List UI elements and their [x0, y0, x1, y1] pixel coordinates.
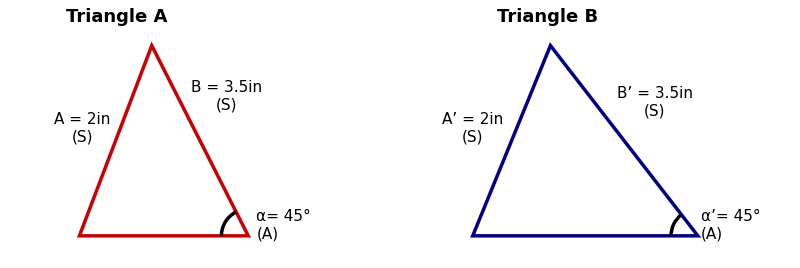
Text: B = 3.5in
(S): B = 3.5in (S)	[191, 80, 262, 113]
Text: α= 45°
(A): α= 45° (A)	[256, 209, 311, 241]
Text: B’ = 3.5in
(S): B’ = 3.5in (S)	[617, 86, 693, 118]
Text: A’ = 2in
(S): A’ = 2in (S)	[442, 113, 503, 145]
Text: Triangle A: Triangle A	[66, 8, 167, 26]
Text: Triangle B: Triangle B	[497, 8, 598, 26]
Text: A = 2in
(S): A = 2in (S)	[54, 113, 110, 145]
Text: α’= 45°
(A): α’= 45° (A)	[701, 209, 760, 241]
